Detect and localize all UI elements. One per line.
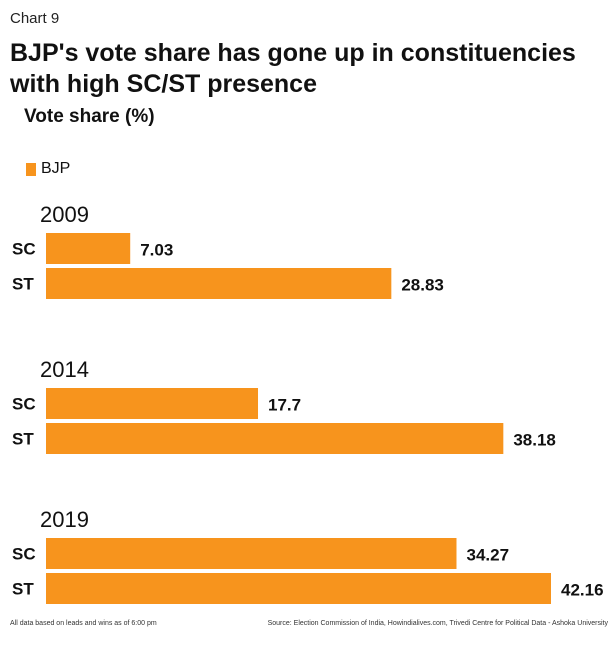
chart-label: Chart 9 [10, 10, 60, 27]
group-label-2014: 2014 [40, 357, 89, 382]
group-label-2009: 2009 [40, 202, 89, 227]
chart-title-line-1: BJP's vote share has gone up in constitu… [10, 39, 576, 67]
source-note: Source: Election Commission of India, Ho… [267, 620, 608, 627]
chart-subtitle: Vote share (%) [24, 106, 155, 127]
bar-sc-2009 [46, 233, 131, 264]
bar-st-2009 [46, 268, 392, 299]
bar-st-2014 [46, 423, 504, 454]
value-label-st-2009: 28.83 [401, 276, 444, 295]
category-label-sc-2009: SC [12, 240, 36, 259]
legend-label-bjp: BJP [41, 160, 71, 177]
chart-title: BJP's vote share has gone up in constitu… [10, 38, 576, 100]
legend-swatch-bjp [26, 162, 36, 176]
value-label-sc-2009: 7.03 [140, 241, 173, 260]
value-label-sc-2019: 34.27 [466, 546, 509, 565]
chart-title-line-2: with high SC/ST presence [10, 70, 317, 98]
category-label-st-2019: ST [12, 580, 34, 599]
category-label-sc-2014: SC [12, 395, 36, 414]
category-label-st-2014: ST [12, 430, 34, 449]
category-label-st-2009: ST [12, 275, 34, 294]
category-label-sc-2019: SC [12, 545, 36, 564]
group-label-2019: 2019 [40, 507, 89, 532]
bar-sc-2014 [46, 388, 259, 419]
bar-st-2019 [46, 573, 551, 604]
value-label-sc-2014: 17.7 [268, 396, 301, 415]
footnote: All data based on leads and wins as of 6… [10, 620, 157, 627]
value-label-st-2019: 42.16 [561, 581, 604, 600]
value-label-st-2014: 38.18 [513, 431, 556, 450]
bar-sc-2019 [46, 538, 457, 569]
legend: BJP [26, 160, 70, 178]
